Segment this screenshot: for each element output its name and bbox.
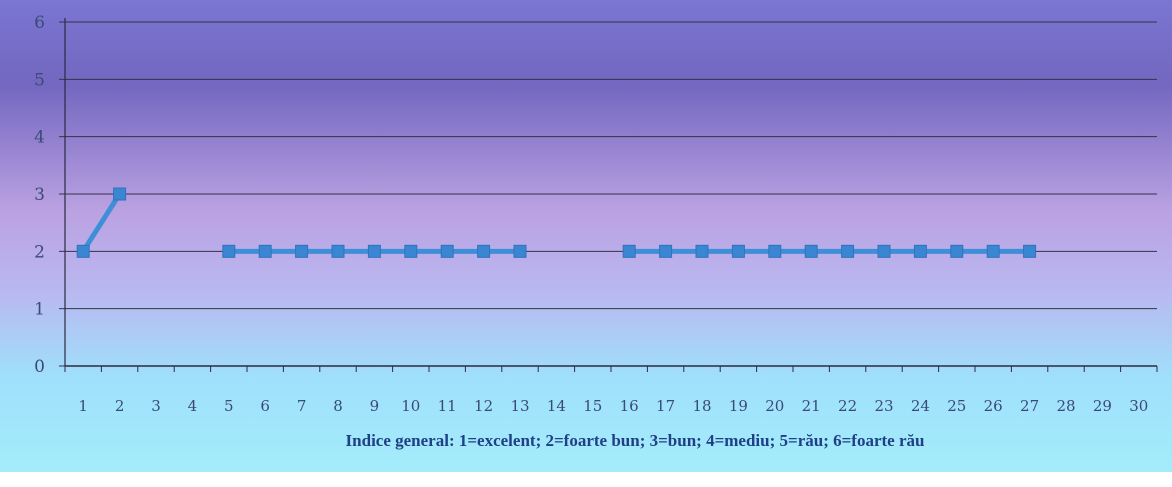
data-point-19 xyxy=(731,244,745,258)
data-point-21 xyxy=(804,244,818,258)
x-tick-label-20: 20 xyxy=(765,397,784,415)
data-point-24 xyxy=(913,244,927,258)
x-tick-label-30: 30 xyxy=(1129,397,1148,415)
data-point-1 xyxy=(76,244,90,258)
x-tick-label-9: 9 xyxy=(370,397,380,415)
x-tick-label-28: 28 xyxy=(1056,397,1075,415)
x-tick-label-23: 23 xyxy=(874,397,893,415)
x-tick-label-22: 22 xyxy=(838,397,857,415)
data-point-8 xyxy=(331,244,345,258)
data-point-20 xyxy=(768,244,782,258)
x-tick-label-4: 4 xyxy=(188,397,198,415)
y-tick-label-2: 2 xyxy=(34,242,45,262)
chart-background xyxy=(0,0,1172,472)
x-tick-label-11: 11 xyxy=(438,397,457,415)
series-line-segment-1 xyxy=(80,191,123,254)
y-tick-label-1: 1 xyxy=(34,300,45,320)
x-tick-label-17: 17 xyxy=(656,397,675,415)
x-tick-label-15: 15 xyxy=(583,397,602,415)
data-point-26 xyxy=(986,244,1000,258)
x-tick-label-1: 1 xyxy=(78,397,88,415)
x-tick-label-13: 13 xyxy=(510,397,529,415)
x-tick-label-19: 19 xyxy=(729,397,748,415)
data-point-17 xyxy=(659,244,673,258)
data-point-7 xyxy=(295,244,309,258)
x-tick-label-12: 12 xyxy=(474,397,493,415)
data-point-10 xyxy=(404,244,418,258)
x-tick-label-14: 14 xyxy=(547,397,566,415)
x-tick-label-6: 6 xyxy=(260,397,270,415)
x-tick-label-25: 25 xyxy=(947,397,966,415)
data-point-2 xyxy=(113,187,127,201)
data-point-23 xyxy=(877,244,891,258)
x-tick-label-18: 18 xyxy=(692,397,711,415)
x-tick-label-5: 5 xyxy=(224,397,234,415)
data-point-11 xyxy=(440,244,454,258)
data-point-12 xyxy=(477,244,491,258)
data-point-9 xyxy=(367,244,381,258)
x-tick-label-10: 10 xyxy=(401,397,420,415)
y-tick-labels: 0 1 2 3 4 5 6 xyxy=(34,13,45,377)
data-point-6 xyxy=(258,244,272,258)
x-tick-label-27: 27 xyxy=(1020,397,1039,415)
series-markers xyxy=(76,187,1037,258)
x-tick-label-29: 29 xyxy=(1093,397,1112,415)
data-point-22 xyxy=(841,244,855,258)
x-tick-label-26: 26 xyxy=(984,397,1003,415)
x-tick-label-21: 21 xyxy=(802,397,821,415)
y-tick-label-4: 4 xyxy=(34,128,45,148)
x-tick-label-3: 3 xyxy=(151,397,161,415)
x-tick-label-7: 7 xyxy=(297,397,307,415)
data-point-16 xyxy=(622,244,636,258)
y-tick-label-6: 6 xyxy=(34,13,45,33)
data-point-5 xyxy=(222,244,236,258)
axes xyxy=(59,18,1158,372)
y-tick-label-3: 3 xyxy=(34,185,45,205)
x-tick-label-24: 24 xyxy=(911,397,930,415)
y-tick-label-0: 0 xyxy=(34,357,45,377)
data-point-18 xyxy=(695,244,709,258)
x-axis-title: Indice general: 1=excelent; 2=foarte bun… xyxy=(346,431,925,450)
x-tick-labels: 1 2 3 4 5 6 7 8 9 10 11 12 13 14 15 16 17 18 19 20 21 22 23 24 2… xyxy=(78,397,1148,415)
x-tick-label-8: 8 xyxy=(333,397,343,415)
x-tick-label-2: 2 xyxy=(115,397,125,415)
data-point-27 xyxy=(1023,244,1037,258)
data-point-25 xyxy=(950,244,964,258)
x-tick-label-16: 16 xyxy=(620,397,639,415)
data-point-13 xyxy=(513,244,527,258)
y-tick-label-5: 5 xyxy=(34,70,45,90)
